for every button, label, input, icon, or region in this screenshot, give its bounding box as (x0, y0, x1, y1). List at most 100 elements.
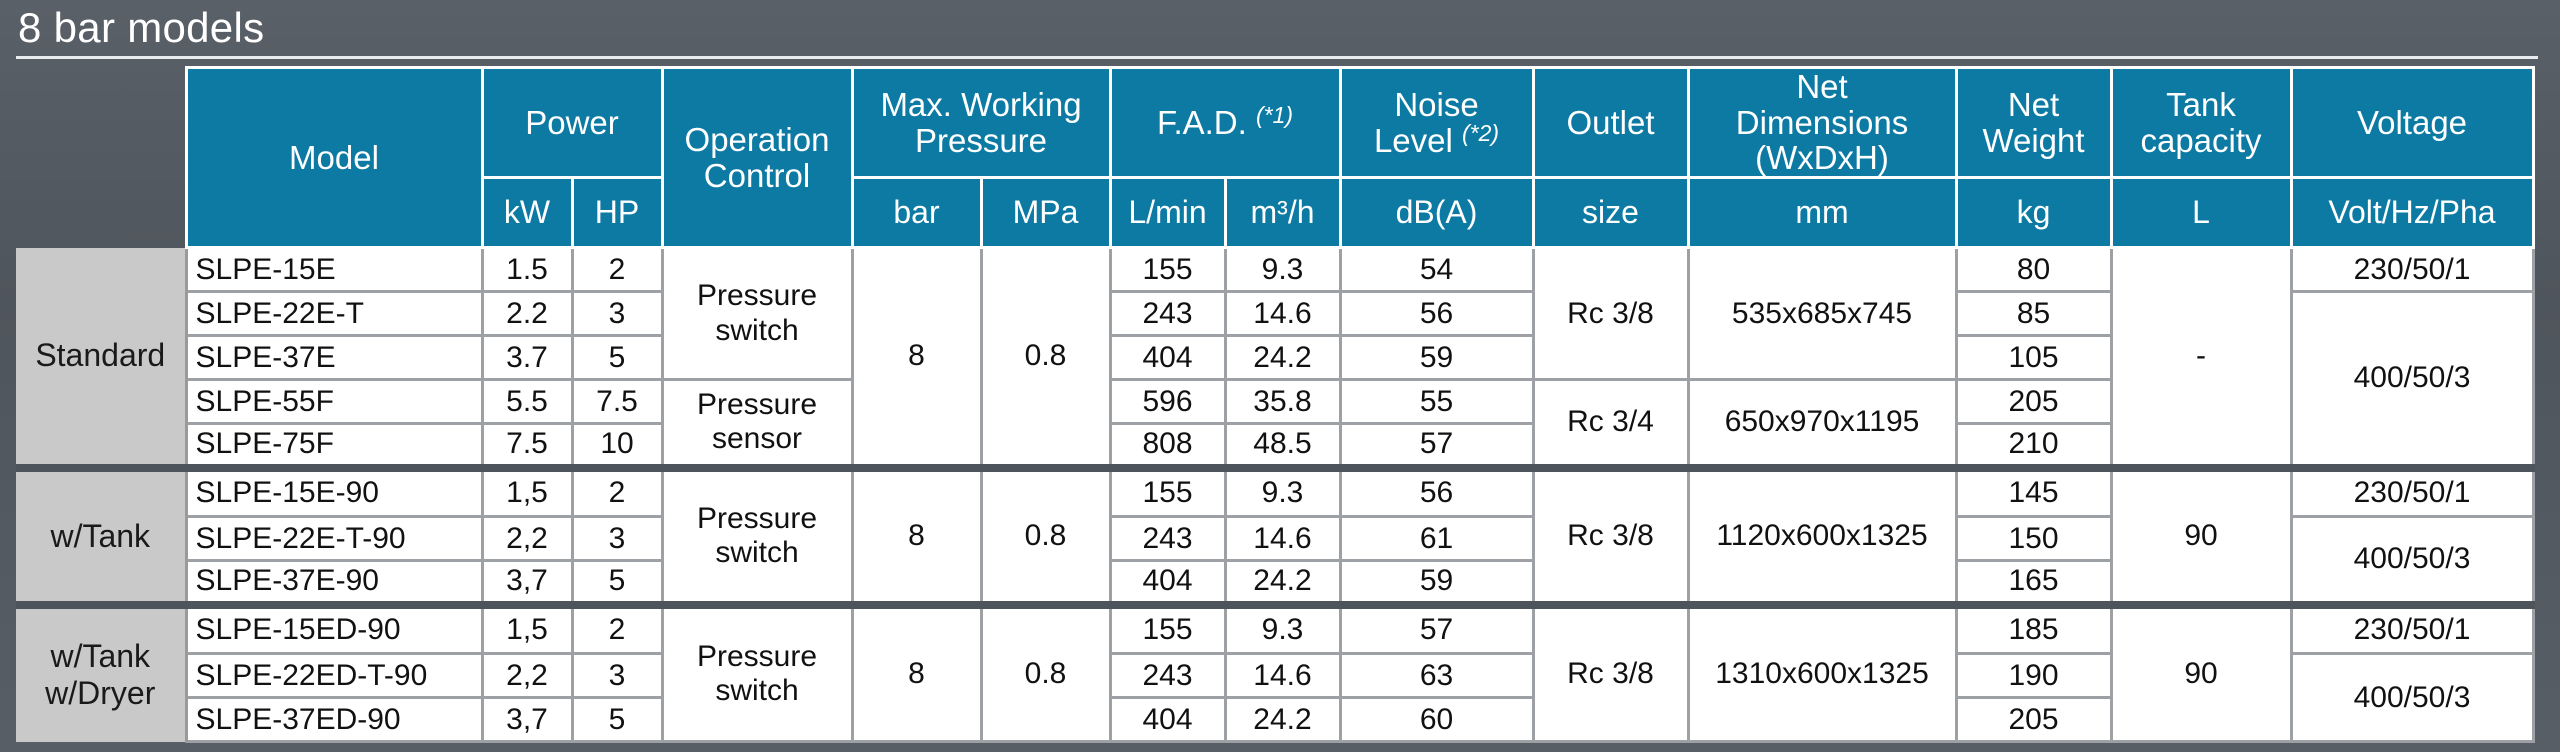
hp-cell: 2 (570, 246, 664, 293)
lmin-cell: 243 (1108, 652, 1227, 699)
kw-cell: 5.5 (480, 378, 574, 425)
noise-footnote-mark: (*2) (1462, 119, 1500, 146)
voltage-cell: 400/50/3 (2289, 652, 2535, 743)
lmin-cell: 155 (1108, 600, 1227, 655)
noise-cell: 57 (1338, 600, 1535, 655)
tank-cell: 90 (2109, 600, 2293, 743)
kw-cell: 3.7 (480, 334, 574, 381)
lmin-cell: 404 (1108, 559, 1227, 606)
model-cell: SLPE-55F (184, 378, 484, 425)
title-divider (16, 56, 2538, 59)
weight-cell: 80 (1954, 246, 2113, 293)
fad-footnote-mark: (*1) (1255, 101, 1294, 128)
unit-bar: bar (850, 176, 983, 249)
dimensions-cell: 1310x600x1325 (1686, 600, 1958, 743)
table-row: SLPE-37E 3.7 5 404 24.2 59 105 (16, 334, 2533, 381)
group-label-standard: Standard (16, 247, 188, 468)
outlet-cell: Rc 3/4 (1531, 378, 1690, 469)
header-tank-capacity: Tank capacity (2109, 66, 2293, 179)
unit-mpa: MPa (979, 176, 1112, 249)
header-noise-level: Noise Level (*2) (1338, 66, 1535, 179)
m3h-cell: 14.6 (1223, 652, 1342, 699)
table-row: SLPE-22ED-T-90 2,2 3 243 14.6 63 190 400… (16, 652, 2535, 743)
hp-cell: 10 (570, 422, 664, 469)
m3h-cell: 9.3 (1223, 246, 1342, 293)
unit-m3h: m³/h (1223, 176, 1342, 249)
lmin-cell: 243 (1108, 515, 1227, 562)
m3h-cell: 14.6 (1223, 515, 1342, 562)
group-label-tank-dryer: w/Tank w/Dryer (16, 600, 188, 742)
weight-cell: 145 (1954, 463, 2113, 518)
weight-cell: 150 (1954, 515, 2113, 562)
m3h-cell: 9.3 (1223, 600, 1342, 655)
kw-cell: 1.5 (480, 246, 574, 293)
tank-cell: 90 (2109, 463, 2293, 606)
model-cell: SLPE-15E (184, 246, 484, 293)
m3h-cell: 48.5 (1223, 422, 1342, 469)
table-row: SLPE-75F 7.5 10 808 48.5 57 210 (16, 422, 2533, 469)
lmin-cell: 404 (1108, 696, 1227, 743)
table-row: SLPE-22E-T-90 2,2 3 243 14.6 61 150 400/… (16, 515, 2535, 606)
m3h-cell: 24.2 (1223, 696, 1342, 743)
mpa-cell: 0.8 (979, 246, 1112, 469)
unit-voltage: Volt/Hz/Pha (2289, 176, 2535, 249)
lmin-cell: 596 (1108, 378, 1227, 425)
m3h-cell: 35.8 (1223, 378, 1342, 425)
table-row: SLPE-37E-90 3,7 5 404 24.2 59 165 (16, 559, 2533, 606)
noise-cell: 57 (1338, 422, 1535, 469)
model-cell: SLPE-15ED-90 (184, 600, 484, 655)
m3h-cell: 9.3 (1223, 463, 1342, 518)
bar-cell: 8 (850, 463, 983, 606)
table-row: SLPE-22E-T 2.2 3 243 14.6 56 85 400/50/3 (16, 290, 2535, 469)
model-cell: SLPE-22ED-T-90 (184, 652, 484, 699)
unit-kw: kW (480, 176, 574, 249)
hp-cell: 2 (570, 463, 664, 518)
header-power: Power (480, 66, 664, 179)
control-cell: Pressure sensor (660, 378, 854, 469)
noise-cell: 56 (1338, 463, 1535, 518)
hp-cell: 5 (570, 334, 664, 381)
hp-cell: 5 (570, 559, 664, 606)
lmin-cell: 404 (1108, 334, 1227, 381)
kw-cell: 2,2 (480, 515, 574, 562)
voltage-cell: 230/50/1 (2289, 246, 2535, 293)
voltage-cell: 400/50/3 (2289, 290, 2535, 469)
outlet-cell: Rc 3/8 (1531, 463, 1690, 606)
lmin-cell: 155 (1108, 246, 1227, 293)
model-cell: SLPE-15E-90 (184, 463, 484, 518)
weight-cell: 210 (1954, 422, 2113, 469)
noise-cell: 60 (1338, 696, 1535, 743)
noise-cell: 61 (1338, 515, 1535, 562)
unit-kg: kg (1954, 176, 2113, 249)
m3h-cell: 24.2 (1223, 559, 1342, 606)
model-cell: SLPE-37ED-90 (184, 696, 484, 743)
hp-cell: 2 (570, 600, 664, 655)
weight-cell: 205 (1954, 378, 2113, 425)
header-net-weight: Net Weight (1954, 66, 2113, 179)
table-row: SLPE-37ED-90 3,7 5 404 24.2 60 205 (16, 696, 2533, 743)
kw-cell: 7.5 (480, 422, 574, 469)
voltage-cell: 230/50/1 (2289, 600, 2535, 655)
dimensions-cell: 1120x600x1325 (1686, 463, 1958, 606)
header-operation-control: Operation Control (660, 66, 854, 249)
lmin-cell: 155 (1108, 463, 1227, 518)
noise-cell: 59 (1338, 559, 1535, 606)
kw-cell: 3,7 (480, 559, 574, 606)
model-cell: SLPE-37E (184, 334, 484, 381)
weight-cell: 190 (1954, 652, 2113, 699)
unit-mm: mm (1686, 176, 1958, 249)
weight-cell: 205 (1954, 696, 2113, 743)
hp-cell: 3 (570, 290, 664, 337)
unit-liters: L (2109, 176, 2293, 249)
mpa-cell: 0.8 (979, 463, 1112, 606)
table-row: w/Tank w/Dryer SLPE-15ED-90 1,5 2 Pressur… (16, 600, 2535, 743)
hp-cell: 7.5 (570, 378, 664, 425)
noise-cell: 59 (1338, 334, 1535, 381)
dimensions-cell: 650x970x1195 (1686, 378, 1958, 469)
weight-cell: 165 (1954, 559, 2113, 606)
weight-cell: 85 (1954, 290, 2113, 337)
voltage-cell: 400/50/3 (2289, 515, 2535, 606)
unit-hp: HP (570, 176, 664, 249)
noise-cell: 54 (1338, 246, 1535, 293)
noise-cell: 63 (1338, 652, 1535, 699)
